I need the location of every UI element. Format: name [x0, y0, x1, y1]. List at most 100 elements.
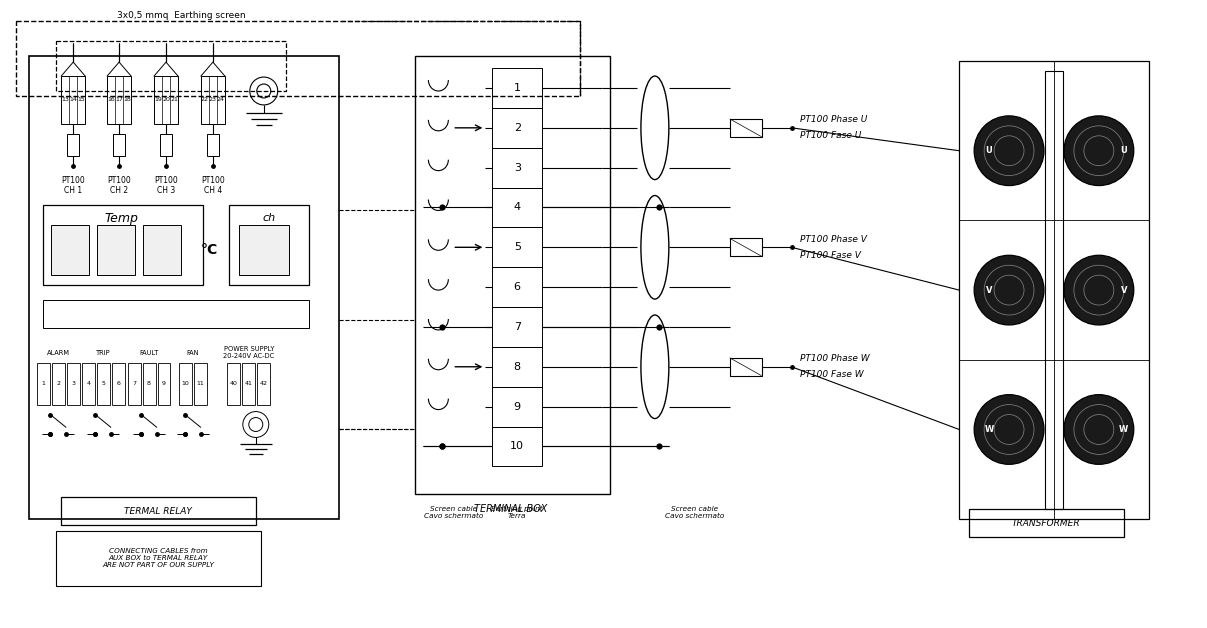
- Text: V: V: [986, 286, 992, 295]
- Bar: [128, 363, 140, 404]
- Bar: [1045, 71, 1063, 509]
- Text: TERMINAL BOX: TERMINAL BOX: [473, 504, 547, 514]
- Text: 6: 6: [514, 282, 520, 292]
- Text: 40: 40: [229, 381, 238, 386]
- Text: PT100 Phase W: PT100 Phase W: [799, 354, 869, 364]
- Text: CONNECTING CABLES from
AUX BOX to TERMAL RELAY
ARE NOT PART OF OUR SUPPLY: CONNECTING CABLES from AUX BOX to TERMAL…: [103, 548, 214, 568]
- Text: 5: 5: [514, 242, 520, 252]
- Text: 4: 4: [86, 381, 91, 386]
- Bar: [29, 56, 339, 519]
- Text: 3x0,5 mmq  Earthing screen: 3x0,5 mmq Earthing screen: [117, 11, 245, 20]
- Bar: [52, 363, 65, 404]
- Text: 13: 13: [62, 97, 69, 102]
- Text: 4: 4: [514, 202, 520, 212]
- Bar: [113, 134, 126, 156]
- Text: W: W: [1119, 425, 1129, 434]
- Bar: [730, 358, 762, 376]
- Text: 6: 6: [116, 381, 119, 386]
- Text: Temp: Temp: [104, 212, 138, 225]
- Text: PT100
CH 1: PT100 CH 1: [62, 176, 86, 195]
- Text: 17: 17: [115, 97, 123, 102]
- Bar: [36, 363, 49, 404]
- Text: U: U: [1120, 146, 1127, 155]
- Text: PT100 Fase W: PT100 Fase W: [799, 371, 863, 379]
- Text: Earthing point
Terra: Earthing point Terra: [491, 506, 543, 519]
- Text: 7: 7: [514, 322, 520, 332]
- Text: 22: 22: [200, 97, 209, 102]
- Text: ALARM: ALARM: [47, 350, 70, 356]
- Circle shape: [1063, 116, 1133, 185]
- Bar: [492, 108, 542, 148]
- Text: TRANSFORMER: TRANSFORMER: [1011, 519, 1080, 528]
- Text: ch: ch: [262, 214, 275, 224]
- Bar: [969, 509, 1124, 537]
- Text: PT100 Fase U: PT100 Fase U: [799, 131, 861, 140]
- Text: TRIP: TRIP: [95, 350, 111, 356]
- Text: PT100
CH 3: PT100 CH 3: [154, 176, 177, 195]
- Text: 3: 3: [71, 381, 75, 386]
- Text: V: V: [1120, 286, 1127, 295]
- Bar: [243, 363, 256, 404]
- Bar: [257, 363, 270, 404]
- Text: 8: 8: [514, 362, 520, 372]
- Text: POWER SUPPLY
20-240V AC-DC: POWER SUPPLY 20-240V AC-DC: [223, 346, 274, 359]
- Bar: [206, 134, 218, 156]
- Text: 9: 9: [162, 381, 167, 386]
- Bar: [43, 205, 203, 285]
- Text: FAULT: FAULT: [139, 350, 159, 356]
- Bar: [200, 76, 225, 124]
- Text: W: W: [985, 425, 993, 434]
- Text: 41: 41: [245, 381, 252, 386]
- Text: 15: 15: [77, 97, 84, 102]
- Text: 5: 5: [101, 381, 105, 386]
- Bar: [730, 119, 762, 137]
- Text: 8: 8: [147, 381, 151, 386]
- Text: 23: 23: [209, 97, 217, 102]
- Text: 3: 3: [514, 163, 520, 173]
- Text: 14: 14: [69, 97, 77, 102]
- Text: 18: 18: [123, 97, 132, 102]
- Circle shape: [1063, 394, 1133, 464]
- Bar: [492, 68, 542, 108]
- Bar: [68, 134, 80, 156]
- Bar: [194, 363, 206, 404]
- Bar: [179, 363, 192, 404]
- Bar: [492, 148, 542, 188]
- Bar: [492, 267, 542, 307]
- Bar: [107, 76, 132, 124]
- Bar: [17, 21, 581, 96]
- Text: 9: 9: [514, 401, 520, 411]
- Bar: [492, 227, 542, 267]
- Bar: [492, 387, 542, 426]
- Text: 10: 10: [181, 381, 189, 386]
- Text: PT100
CH 4: PT100 CH 4: [202, 176, 225, 195]
- Bar: [158, 363, 170, 404]
- Text: U: U: [986, 146, 992, 155]
- Bar: [227, 363, 240, 404]
- Text: PT100 Phase U: PT100 Phase U: [799, 116, 867, 124]
- Text: PT100 Fase V: PT100 Fase V: [799, 251, 861, 260]
- Circle shape: [974, 394, 1044, 464]
- Text: 1: 1: [41, 381, 45, 386]
- Bar: [43, 300, 309, 328]
- Bar: [62, 76, 86, 124]
- Bar: [154, 76, 177, 124]
- Bar: [492, 347, 542, 387]
- Text: 16: 16: [107, 97, 115, 102]
- Text: 10: 10: [511, 441, 524, 452]
- Text: 7: 7: [132, 381, 136, 386]
- Text: 1: 1: [514, 83, 520, 93]
- Text: °C: °C: [200, 243, 217, 257]
- Bar: [492, 307, 542, 347]
- Text: 11: 11: [197, 381, 204, 386]
- Text: 20: 20: [162, 97, 170, 102]
- Bar: [62, 497, 256, 525]
- Text: PT100 Phase V: PT100 Phase V: [799, 235, 867, 244]
- Text: 42: 42: [260, 381, 268, 386]
- Circle shape: [974, 255, 1044, 325]
- Bar: [229, 205, 309, 285]
- Text: 2: 2: [514, 123, 520, 133]
- Bar: [51, 225, 89, 275]
- Circle shape: [974, 116, 1044, 185]
- Circle shape: [1063, 255, 1133, 325]
